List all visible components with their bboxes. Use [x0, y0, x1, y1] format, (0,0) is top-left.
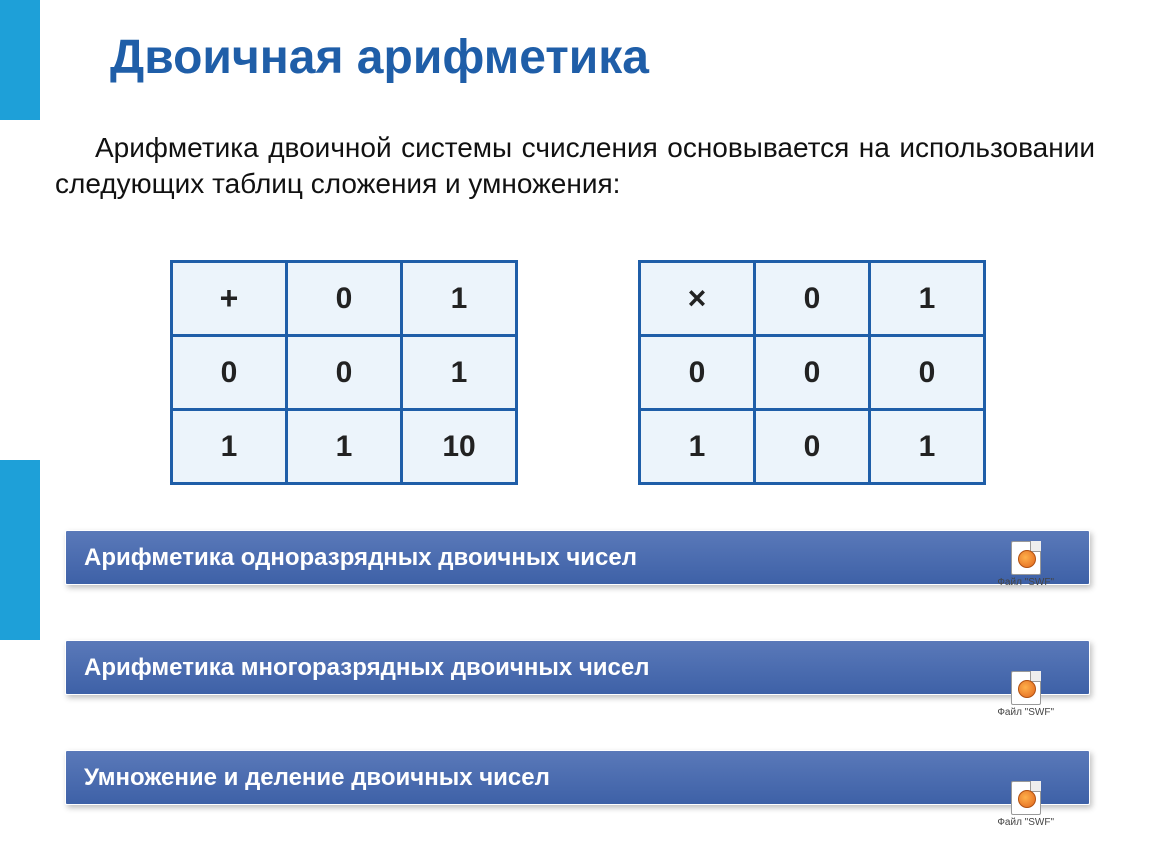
swf-glyph-icon: [1018, 550, 1036, 568]
add-row-1: 1: [172, 410, 287, 484]
mul-row-0: 0: [640, 336, 755, 410]
link-bars: Арифметика одноразрядных двоичных чисел …: [65, 530, 1090, 805]
file-chip[interactable]: Файл "SWF": [997, 671, 1054, 718]
page-title: Двоичная арифметика: [110, 30, 1070, 85]
left-strip: [0, 0, 40, 864]
file-icon: [1011, 781, 1041, 815]
multiplication-table: × 0 1 0 0 0 1 0 1: [638, 260, 986, 485]
bar-label: Арифметика многоразрядных двоичных чисел: [84, 654, 649, 682]
bar-mul-div[interactable]: Умножение и деление двоичных чисел Файл …: [65, 750, 1090, 805]
mul-cell-1-0: 0: [755, 410, 870, 484]
file-caption: Файл "SWF": [997, 707, 1054, 718]
add-col-0: 0: [287, 262, 402, 336]
bar-single-digit[interactable]: Арифметика одноразрядных двоичных чисел …: [65, 530, 1090, 585]
file-caption: Файл "SWF": [997, 577, 1054, 588]
addition-symbol: +: [172, 262, 287, 336]
mul-row-1: 1: [640, 410, 755, 484]
mul-cell-0-0: 0: [755, 336, 870, 410]
multiplication-symbol: ×: [640, 262, 755, 336]
add-cell-1-0: 1: [287, 410, 402, 484]
add-col-1: 1: [402, 262, 517, 336]
file-chip[interactable]: Файл "SWF": [997, 541, 1054, 588]
bar-label: Умножение и деление двоичных чисел: [84, 764, 550, 792]
add-cell-0-1: 1: [402, 336, 517, 410]
addition-table: + 0 1 0 0 1 1 1 10: [170, 260, 518, 485]
bar-label: Арифметика одноразрядных двоичных чисел: [84, 544, 637, 572]
add-cell-0-0: 0: [287, 336, 402, 410]
description-text: Арифметика двоичной системы счисления ос…: [55, 130, 1095, 203]
file-chip[interactable]: Файл "SWF": [997, 781, 1054, 828]
file-caption: Файл "SWF": [997, 817, 1054, 828]
mul-col-1: 1: [870, 262, 985, 336]
strip-patch-top: [0, 0, 40, 120]
swf-glyph-icon: [1018, 680, 1036, 698]
file-icon: [1011, 671, 1041, 705]
tables-row: + 0 1 0 0 1 1 1 10 × 0 1 0 0: [170, 260, 1040, 485]
add-row-0: 0: [172, 336, 287, 410]
swf-glyph-icon: [1018, 790, 1036, 808]
slide: Двоичная арифметика Арифметика двоичной …: [0, 0, 1150, 864]
file-icon: [1011, 541, 1041, 575]
mul-col-0: 0: [755, 262, 870, 336]
mul-cell-1-1: 1: [870, 410, 985, 484]
strip-patch-mid: [0, 460, 40, 640]
mul-cell-0-1: 0: [870, 336, 985, 410]
add-cell-1-1: 10: [402, 410, 517, 484]
bar-multi-digit[interactable]: Арифметика многоразрядных двоичных чисел…: [65, 640, 1090, 695]
